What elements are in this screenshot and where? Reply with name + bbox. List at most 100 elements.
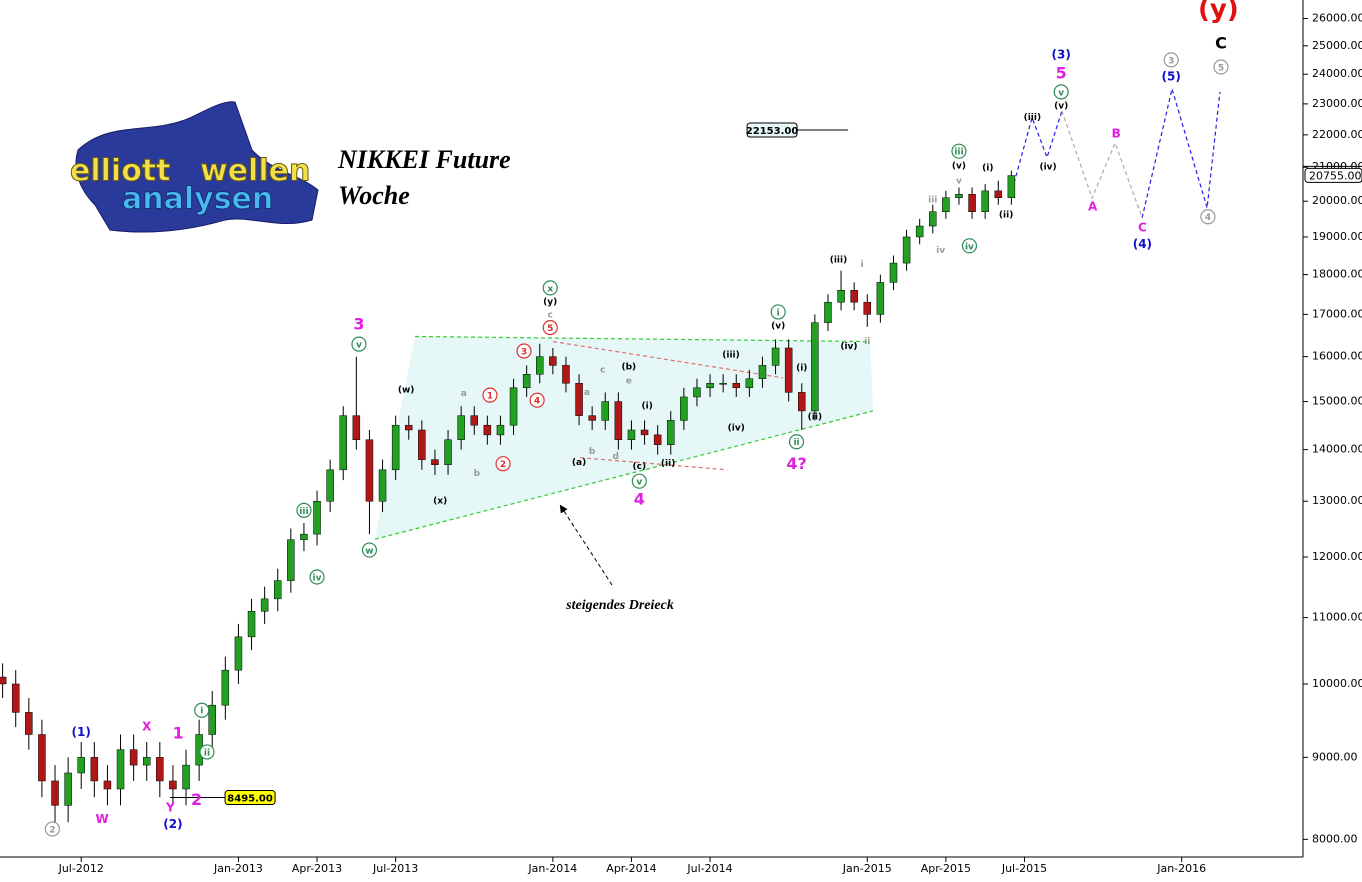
wave-label: i [200, 707, 203, 717]
y-tick-label: 9000.00 [1312, 750, 1358, 763]
arrow [559, 504, 613, 586]
wave-label: (iii) [1024, 113, 1041, 123]
y-tick-label: 24000.00 [1312, 67, 1362, 80]
candle-body [156, 757, 164, 782]
wave-label: (x) [433, 497, 447, 507]
trend-line [1061, 110, 1143, 218]
candle-body [562, 365, 570, 384]
wave-label: (v) [1054, 102, 1068, 112]
candle-body [444, 439, 452, 465]
candle-body [798, 392, 806, 412]
wave-label: (w) [398, 386, 415, 396]
wave-circle [770, 304, 786, 320]
candle-body [208, 704, 216, 735]
wave-circle [194, 702, 210, 718]
candle-body [221, 669, 230, 706]
candle-body [837, 290, 845, 303]
wave-label: c [548, 310, 553, 320]
wave-label: b [589, 447, 596, 457]
x-tick-label: Apr-2013 [292, 862, 342, 875]
candle-body [745, 378, 754, 389]
wave-label: 5 [547, 324, 553, 334]
trend-line [580, 457, 728, 471]
wave-label: a [584, 388, 590, 398]
y-tick-label: 20000.00 [1312, 194, 1362, 207]
candle-body [588, 415, 596, 421]
y-tick-label: 19000.00 [1312, 230, 1362, 243]
chart-subtitle: Woche [338, 181, 410, 210]
wave-label: Y [165, 800, 175, 814]
candle-body [640, 429, 649, 436]
candle-body [955, 194, 963, 199]
wave-label: W [96, 812, 109, 826]
wave-label: b [474, 469, 481, 479]
candle-body [129, 749, 138, 766]
trend-line [553, 340, 784, 379]
wave-circle [199, 744, 215, 760]
candle-body [876, 282, 885, 315]
wave-label: (ii) [661, 459, 675, 469]
wave-label: 3 [1168, 56, 1174, 66]
wave-label: iv [936, 246, 945, 256]
candle-body [811, 322, 819, 412]
wave-circle [361, 542, 378, 558]
candle-body [234, 636, 243, 671]
wave-label: 2 [191, 790, 202, 809]
wave-label: iv [965, 242, 974, 252]
wave-label: C [1215, 33, 1227, 52]
wave-label: A [1088, 199, 1098, 213]
wave-label: i [860, 260, 863, 270]
y-tick-label: 14000.00 [1312, 443, 1362, 456]
candle-body [169, 780, 177, 790]
x-tick-label: Apr-2014 [606, 862, 656, 875]
wave-label: (y) [543, 297, 557, 307]
last-price-label: 20755.00 [1309, 169, 1362, 182]
logo-text: elliott [70, 154, 171, 189]
y-tick-label: 25000.00 [1312, 39, 1362, 52]
candle-body [103, 780, 112, 790]
candle-body [404, 424, 413, 431]
candle-body [758, 365, 767, 379]
candle-body [824, 301, 832, 323]
y-tick-label: 18000.00 [1312, 268, 1362, 281]
logo-flag [75, 101, 319, 233]
trend-line [1011, 110, 1063, 190]
trend-line [415, 335, 871, 343]
y-tick-label: 13000.00 [1312, 494, 1362, 507]
wave-label: v [356, 341, 362, 351]
candle-body [667, 420, 675, 445]
candle-body [418, 429, 426, 460]
wave-circle [529, 392, 545, 408]
wave-circle [495, 456, 511, 472]
candle-body [902, 236, 911, 264]
candle-body [536, 356, 544, 375]
candle-body [339, 415, 347, 471]
wave-label: (1) [72, 725, 91, 739]
candle-body [889, 262, 898, 283]
wave-label: 5 [1056, 64, 1067, 83]
y-tick-label: 22000.00 [1312, 128, 1362, 141]
wave-circle [542, 320, 558, 336]
candle-body [457, 415, 465, 440]
x-tick-label: Jan-2013 [213, 862, 263, 875]
wave-label: e [626, 376, 632, 386]
candle-body [483, 424, 492, 436]
wave-label: x [547, 284, 553, 294]
y-tick-label: 11000.00 [1312, 611, 1362, 624]
price-box [746, 122, 798, 138]
wave-label: 4 [1205, 213, 1211, 223]
candle-body [0, 676, 7, 685]
y-tick-label: 8000.00 [1312, 832, 1358, 845]
logo-text: wellen [200, 154, 310, 189]
candle-body [247, 611, 256, 638]
candle-body [365, 439, 374, 502]
wave-label: ii [204, 748, 210, 758]
wave-label: (4) [1133, 237, 1152, 251]
x-tick-label: Jul-2014 [686, 862, 732, 875]
chart-title: NIKKEI Future [337, 145, 511, 174]
wave-label: ii [793, 438, 799, 448]
wave-label: iii [299, 507, 308, 517]
candle-body [287, 539, 295, 581]
wave-label: w [365, 547, 373, 557]
